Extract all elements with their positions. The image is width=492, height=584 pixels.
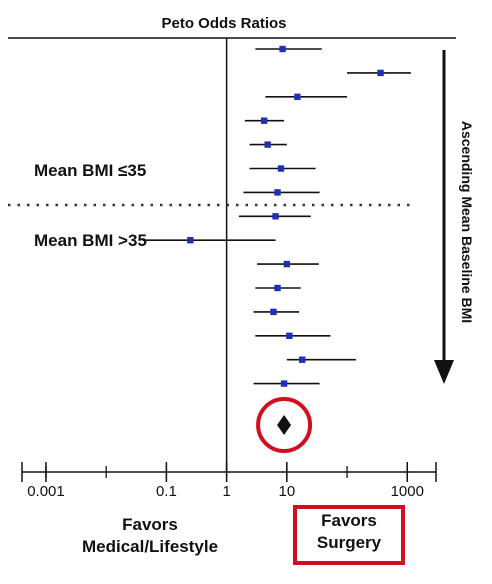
study-point-2 xyxy=(377,69,384,77)
study-point-12 xyxy=(270,308,277,316)
study-point-1 xyxy=(279,45,286,53)
tick-label: 1 xyxy=(222,483,230,500)
study-point-8 xyxy=(272,213,279,220)
tick-label: 0.001 xyxy=(27,483,65,500)
favors-surgery-box xyxy=(293,505,405,565)
study-point-9 xyxy=(187,237,194,244)
study-point-11 xyxy=(274,284,281,292)
favors-surgery-label: Favors Surgery xyxy=(293,510,405,554)
study-point-3 xyxy=(294,93,301,100)
tick-label: 1000 xyxy=(391,483,424,500)
tick-label: 0.1 xyxy=(156,483,177,500)
x-axis: 0.001 0.1 1 10 1000 xyxy=(21,462,437,500)
favors-surgery-line1: Favors xyxy=(321,511,377,530)
study-point-14 xyxy=(299,356,306,363)
study-point-10 xyxy=(283,260,291,268)
study-point-7 xyxy=(274,189,281,196)
study-rows xyxy=(142,45,411,387)
group-label-upper: Mean BMI ≤35 xyxy=(34,161,146,180)
chart-title: Peto Odds Ratios xyxy=(161,15,286,32)
tick-label: 10 xyxy=(278,483,295,500)
group-label-lower: Mean BMI >35 xyxy=(34,231,147,250)
favors-surgery-line2: Surgery xyxy=(316,533,382,552)
pooled-highlight-circle xyxy=(256,397,313,453)
study-point-5 xyxy=(264,141,271,148)
favors-medical-label: Favors Medical/Lifestyle xyxy=(40,514,260,558)
favors-medical-line1: Favors xyxy=(122,515,178,534)
study-point-13 xyxy=(286,332,293,339)
direction-arrow-head xyxy=(434,360,454,384)
study-point-4 xyxy=(260,117,268,124)
study-point-15 xyxy=(280,380,288,387)
favors-medical-line2: Medical/Lifestyle xyxy=(81,537,219,556)
side-label: Ascending Mean Baseline BMI xyxy=(459,121,475,323)
study-point-6 xyxy=(277,165,285,172)
pooled-estimate-diamond xyxy=(277,415,292,435)
